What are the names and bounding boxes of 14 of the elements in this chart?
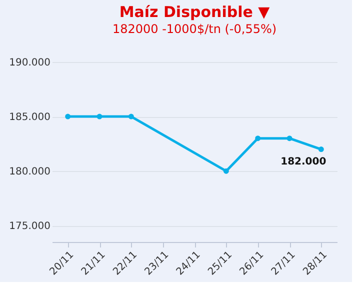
chart-title: Maíz Disponible ▼: [119, 3, 270, 21]
chart-subtitle: 182000 -1000$/tn (-0,55%): [112, 22, 277, 36]
point: [223, 168, 229, 174]
annotation: 182.000: [280, 156, 326, 168]
y-tick-label: 175.000: [9, 221, 50, 232]
point: [286, 136, 292, 142]
point: [128, 114, 134, 120]
point: [255, 136, 261, 142]
point: [318, 146, 324, 152]
point: [96, 114, 102, 120]
point: [65, 114, 71, 120]
y-tick-label: 185.000: [9, 112, 50, 124]
y-tick-label: 180.000: [9, 166, 50, 178]
y-tick-label: 190.000: [9, 58, 50, 68]
